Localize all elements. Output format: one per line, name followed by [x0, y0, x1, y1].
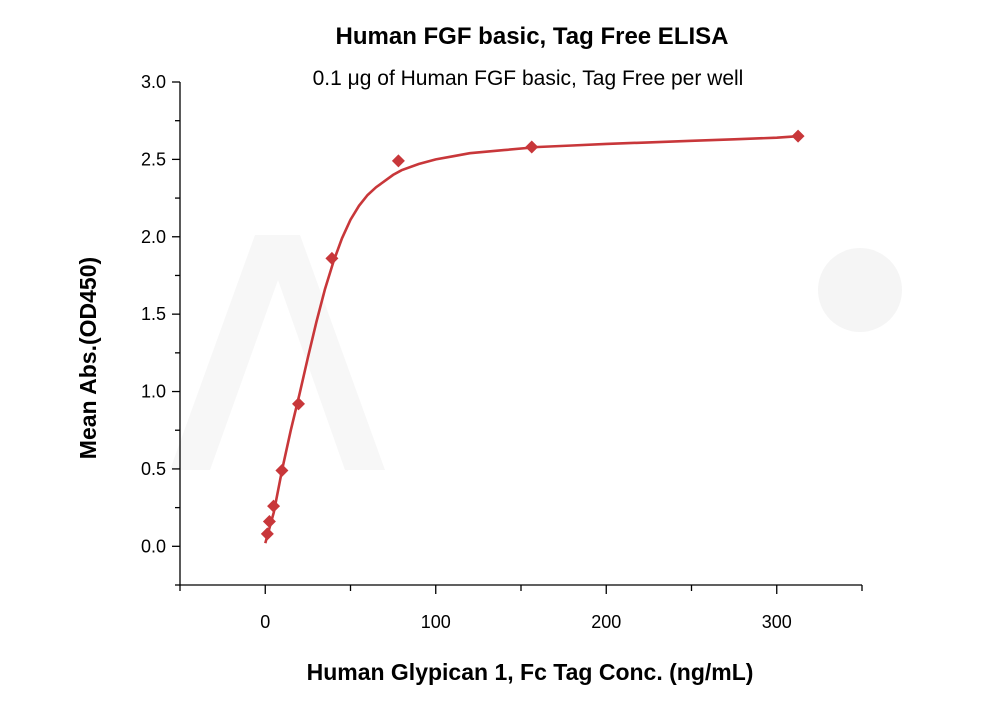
y-tick-label: 1.0 — [141, 382, 166, 402]
watermark-logo — [170, 235, 902, 470]
data-point — [275, 463, 289, 477]
x-ticks: 0 100 200 300 — [179, 585, 863, 632]
x-axis-label: Human Glypican 1, Fc Tag Conc. (ng/mL) — [307, 659, 754, 685]
data-point — [791, 129, 805, 143]
data-point — [325, 251, 339, 265]
x-tick-label: 300 — [762, 612, 792, 632]
data-point — [291, 397, 305, 411]
data-point — [391, 154, 405, 168]
y-tick-label: 2.0 — [141, 227, 166, 247]
y-ticks: 0.0 0.5 1.0 1.5 2.0 2.5 3.0 — [141, 72, 180, 586]
data-point — [262, 515, 276, 529]
data-point — [260, 527, 274, 541]
x-tick-label: 200 — [591, 612, 621, 632]
fit-curve — [264, 134, 799, 544]
plot-area: 0.0 0.5 1.0 1.5 2.0 2.5 3.0 0 100 200 300 — [141, 72, 863, 632]
chart-subtitle: 0.1 μg of Human FGF basic, Tag Free per … — [313, 67, 744, 90]
y-tick-label: 0.0 — [141, 536, 166, 556]
y-tick-label: 2.5 — [141, 149, 166, 169]
y-tick-label: 1.5 — [141, 304, 166, 324]
data-point — [525, 140, 539, 154]
data-points — [260, 129, 805, 541]
y-axis-label: Mean Abs.(OD450) — [75, 257, 101, 459]
data-point — [267, 499, 281, 513]
chart-title: Human FGF basic, Tag Free ELISA — [336, 23, 729, 50]
x-tick-label: 0 — [260, 612, 270, 632]
y-tick-label: 3.0 — [141, 72, 166, 92]
y-tick-label: 0.5 — [141, 459, 166, 479]
x-tick-label: 100 — [421, 612, 451, 632]
